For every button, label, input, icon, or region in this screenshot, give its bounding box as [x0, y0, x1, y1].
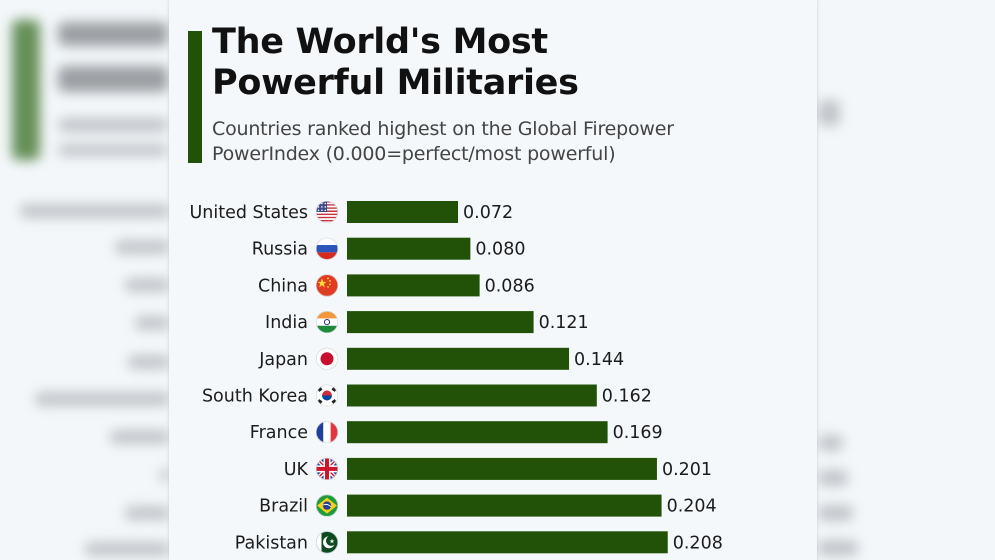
value-label: 0.201: [662, 460, 712, 480]
brazil-flag-icon: [315, 494, 338, 517]
category-label: Pakistan: [235, 533, 308, 553]
category-label: South Korea: [202, 387, 308, 407]
value-label: 0.086: [485, 276, 535, 296]
category-label: Russia: [252, 240, 308, 260]
pakistan-flag-icon: [315, 531, 338, 554]
france-flag-icon: [315, 421, 338, 444]
blurred-subtitle-line: [58, 144, 168, 156]
bar: [347, 384, 597, 407]
bar: [347, 311, 534, 334]
bar: [347, 421, 608, 444]
blurred-row: [125, 278, 170, 292]
bar-row: Brazil 0.204: [259, 494, 717, 517]
blurred-right-row: [818, 470, 848, 486]
china-flag-icon: [315, 274, 338, 297]
value-label: 0.208: [673, 533, 723, 553]
value-label: 0.121: [539, 313, 589, 333]
blurred-right-row: [818, 540, 858, 556]
south-korea-flag-icon: [315, 384, 338, 407]
blurred-row: [115, 240, 170, 254]
bar-row: Pakistan 0.208: [235, 531, 723, 554]
blurred-accent-bar: [12, 20, 40, 160]
category-label: France: [250, 423, 308, 443]
bar-row: Russia 0.080: [252, 237, 525, 260]
value-label: 0.144: [574, 350, 624, 370]
india-flag-icon: [315, 311, 338, 334]
category-label: India: [265, 313, 308, 333]
bar-row: China 0.086: [258, 274, 535, 297]
bar: [347, 531, 668, 554]
bar-row: India 0.121: [265, 311, 589, 334]
chart-subtitle: Countries ranked highest on the Global F…: [212, 118, 674, 165]
category-label: Japan: [258, 350, 308, 370]
value-label: 0.162: [602, 387, 652, 407]
blurred-row: [135, 316, 170, 330]
uk-flag-icon: [315, 457, 338, 480]
bar: [347, 347, 570, 370]
value-label: 0.072: [463, 203, 513, 223]
bar: [347, 457, 657, 480]
blurred-row: [160, 468, 170, 482]
bar: [347, 494, 662, 517]
category-label: United States: [189, 203, 308, 223]
blurred-row: [85, 542, 170, 556]
bar-row: United States 0.072: [189, 201, 513, 224]
blurred-row: [20, 204, 170, 218]
blurred-right-row: [818, 100, 840, 126]
chart-title: The World's Most Powerful Militaries: [212, 22, 579, 103]
blurred-title-line: [58, 22, 168, 46]
value-label: 0.204: [667, 497, 717, 517]
bar-row: South Korea 0.162: [202, 384, 652, 407]
bar-row: Japan 0.144: [258, 347, 624, 370]
russia-flag-icon: [315, 237, 338, 260]
bar: [347, 274, 480, 297]
category-label: UK: [284, 460, 309, 480]
blurred-row: [110, 430, 170, 444]
category-label: China: [258, 276, 308, 296]
blurred-row: [128, 355, 170, 369]
japan-flag-icon: [315, 347, 338, 370]
blurred-row: [125, 506, 170, 520]
blurred-title-line: [58, 66, 168, 92]
bar-row: UK 0.201: [284, 457, 712, 480]
blurred-right-row: [818, 435, 843, 451]
blurred-right-row: [818, 505, 853, 521]
category-label: Brazil: [259, 497, 308, 517]
bar-row: France 0.169: [250, 421, 663, 444]
blurred-subtitle-line: [58, 118, 168, 132]
title-accent-bar: [188, 31, 202, 163]
value-label: 0.169: [613, 423, 663, 443]
value-label: 0.080: [475, 240, 525, 260]
bar: [347, 201, 459, 223]
us-flag-icon: [315, 201, 338, 224]
bar: [347, 237, 471, 260]
blurred-row: [35, 392, 170, 406]
